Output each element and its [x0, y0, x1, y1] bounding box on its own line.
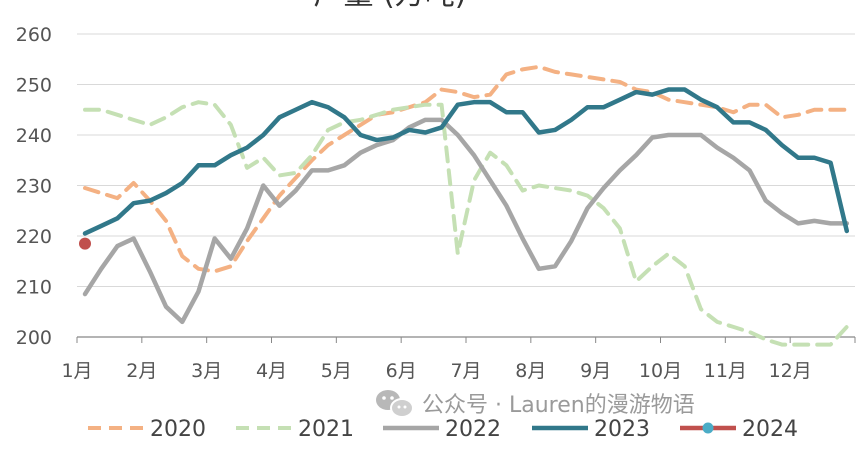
legend: 2020 2021 2022 2023 2024 [88, 417, 798, 442]
x-tick-label: 8月 [515, 360, 546, 382]
legend-item-2020: 2020 [88, 417, 206, 442]
series-2020-line [83, 64, 849, 274]
x-tick-label: 11月 [704, 360, 747, 382]
series-2023-line [82, 87, 850, 236]
y-tick-label: 220 [16, 226, 52, 248]
watermark-text: 公众号 · Lauren的漫游物语 [422, 393, 695, 418]
legend-label: 2023 [594, 417, 650, 442]
legend-marker [702, 422, 714, 434]
x-tick-label: 6月 [386, 360, 417, 382]
wechat-icon [376, 390, 414, 418]
y-tick-label: 260 [16, 24, 52, 46]
series-2024-point [79, 237, 91, 250]
gridlines [77, 33, 855, 287]
legend-label: 2020 [150, 417, 206, 442]
x-axis-ticks: 1月 2月 3月 4月 5月 6月 7月 8月 9月 10月 11月 12月 [61, 337, 856, 382]
series-2022-line [82, 117, 850, 325]
legend-item-2021: 2021 [236, 417, 354, 442]
chart-title: 产量 (万吨) [314, 0, 467, 12]
y-tick-label: 240 [16, 125, 52, 147]
x-tick-label: 10月 [639, 360, 682, 382]
x-tick-label: 7月 [450, 360, 481, 382]
watermark: 公众号 · Lauren的漫游物语 [376, 390, 695, 418]
legend-label: 2022 [445, 417, 501, 442]
y-axis-ticks: 200 210 220 230 240 250 260 [16, 24, 52, 349]
y-tick-label: 210 [16, 277, 52, 299]
x-tick-label: 5月 [321, 360, 352, 382]
legend-label: 2024 [742, 417, 798, 442]
series-2021-line [83, 100, 849, 347]
y-tick-label: 230 [16, 176, 52, 198]
y-tick-label: 250 [16, 75, 52, 97]
series-group [79, 64, 850, 347]
x-tick-label: 9月 [580, 360, 611, 382]
x-tick-label: 12月 [769, 360, 812, 382]
legend-item-2022: 2022 [383, 417, 501, 442]
legend-item-2023: 2023 [532, 417, 650, 442]
x-tick-label: 3月 [191, 360, 222, 382]
x-tick-label: 4月 [256, 360, 287, 382]
x-tick-label: 2月 [126, 360, 157, 382]
y-tick-label: 200 [16, 327, 52, 349]
x-tick-label: 1月 [61, 360, 92, 382]
legend-item-2024: 2024 [680, 417, 798, 442]
legend-label: 2021 [298, 417, 354, 442]
